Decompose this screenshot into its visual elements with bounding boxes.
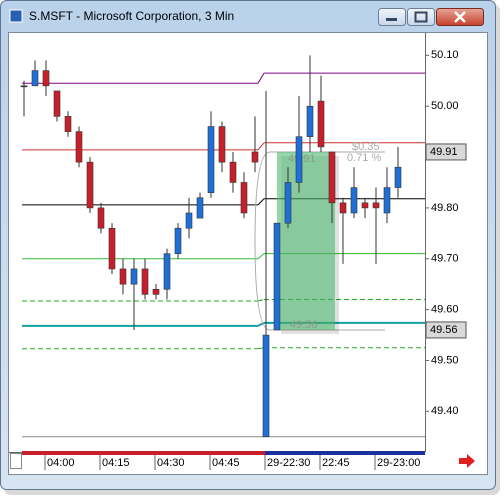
- y-tick-label: 50.10: [431, 49, 459, 61]
- x-tick-label: 29-23:00: [377, 457, 420, 469]
- y-tick-label: 49.70: [431, 253, 459, 265]
- measure-change: $0.35: [352, 141, 380, 153]
- candle-body: [328, 151, 336, 204]
- y-tick-label: 49.40: [431, 405, 459, 417]
- candle-body: [108, 227, 116, 270]
- x-tick-label: 22:45: [322, 457, 350, 469]
- candle-body: [53, 90, 61, 117]
- measure-outline: [254, 151, 385, 331]
- candle-body: [75, 131, 83, 163]
- candle-body: [273, 222, 281, 331]
- candle-body: [141, 268, 149, 295]
- candle-body: [31, 70, 39, 87]
- candle-body: [306, 105, 314, 138]
- candle-body: [372, 202, 380, 209]
- candle-body: [394, 166, 402, 188]
- level-connector: [257, 198, 265, 206]
- maximize-button[interactable]: [407, 8, 435, 26]
- level-connector: [257, 142, 265, 151]
- measure-low-label: 49.56: [290, 319, 318, 331]
- level-connector: [257, 347, 265, 350]
- level-connector: [257, 298, 265, 302]
- candle-body: [86, 161, 94, 209]
- candle-body: [383, 187, 391, 214]
- x-tick-label: 29-22:30: [267, 457, 310, 469]
- candle-body: [174, 227, 182, 254]
- candle-body: [350, 187, 358, 214]
- x-tick-label: 04:15: [102, 457, 130, 469]
- candle-body: [207, 126, 215, 193]
- candle-body: [284, 182, 292, 224]
- candle-body: [20, 85, 28, 88]
- y-tick-label: 49.50: [431, 354, 459, 366]
- candle-body: [97, 207, 105, 229]
- price-marker-label: 49.56: [430, 324, 458, 336]
- candle-body: [119, 268, 127, 285]
- app-icon: [9, 9, 23, 23]
- candle-body: [295, 136, 303, 183]
- y-tick-label: 49.80: [431, 202, 459, 214]
- candle-body: [262, 334, 270, 438]
- candle-body: [317, 100, 325, 148]
- measure-percent: 0.71 %: [347, 152, 381, 164]
- session-bar: [22, 451, 265, 455]
- session-bar: [265, 451, 425, 455]
- measure-box: [277, 151, 335, 330]
- price-marker-label: 49.91: [430, 146, 458, 158]
- window-title: S.MSFT - Microsoft Corporation, 3 Min: [29, 9, 234, 23]
- y-tick-label: 49.60: [431, 304, 459, 316]
- level-connector: [257, 253, 265, 260]
- scroll-arrow[interactable]: [459, 454, 475, 468]
- candle-body: [185, 212, 193, 229]
- candle-body: [218, 126, 226, 163]
- candle-body: [42, 70, 50, 87]
- candle-body: [163, 253, 171, 290]
- y-tick-label: 50.00: [431, 100, 459, 112]
- x-tick-label: 04:00: [47, 457, 75, 469]
- candle-body: [361, 202, 369, 209]
- candle-body: [130, 268, 138, 285]
- level-connector: [257, 72, 265, 84]
- candle-body: [152, 288, 160, 295]
- candle-body: [229, 161, 237, 183]
- candle-body: [251, 151, 259, 163]
- candle-body: [64, 116, 72, 132]
- candle-body: [240, 182, 248, 214]
- minimize-button[interactable]: [378, 8, 406, 26]
- x-tick-label: 04:45: [212, 457, 240, 469]
- scroll-box[interactable]: [10, 453, 22, 469]
- candle-body: [339, 202, 347, 214]
- x-tick-label: 04:30: [157, 457, 185, 469]
- close-button[interactable]: [436, 8, 484, 26]
- candle-body: [196, 197, 204, 219]
